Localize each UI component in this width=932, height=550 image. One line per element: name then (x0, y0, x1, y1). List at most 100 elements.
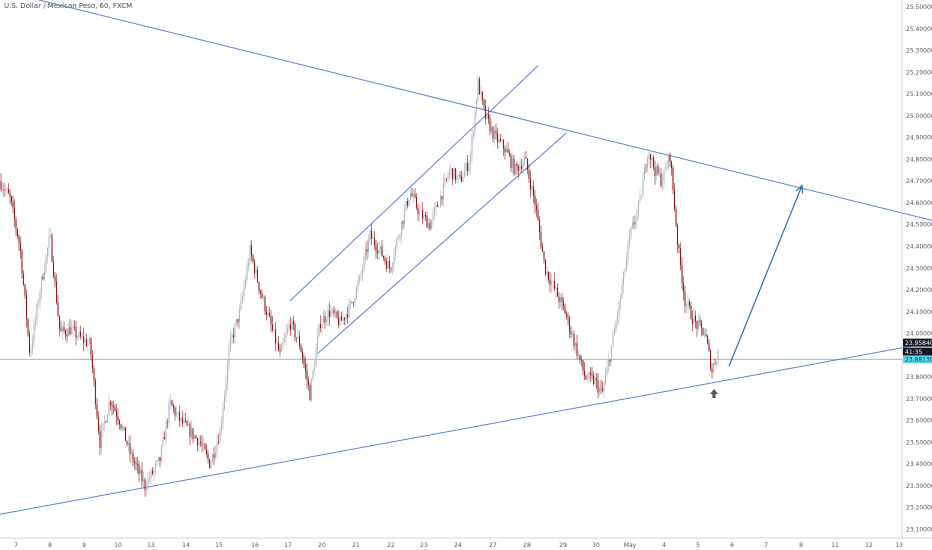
candle-body (451, 168, 454, 180)
candle (679, 242, 682, 271)
candle-body (540, 231, 542, 247)
candle (132, 449, 134, 467)
candle-body (258, 282, 260, 291)
candle (693, 307, 695, 327)
drawing-layer (0, 0, 932, 515)
candle-body (244, 279, 247, 287)
candle-body (412, 194, 415, 197)
candle-body (592, 375, 595, 385)
candle (658, 166, 661, 178)
candle-body (13, 207, 16, 220)
candle (283, 332, 286, 343)
candle (48, 228, 50, 256)
candle (589, 367, 592, 383)
candle (513, 154, 515, 177)
channel-upper-line[interactable] (289, 65, 539, 302)
candle (498, 134, 500, 149)
time-axis[interactable]: 7 8 9 10 13 14 15 16 17 20 21 22 23 24 27 28 29 30 May 4 5 6 7… (0, 537, 932, 549)
candle (690, 301, 692, 320)
candle-body (22, 274, 25, 285)
last-price-label: 23.95840 (905, 340, 932, 347)
x-tick-label: 29 (559, 542, 567, 549)
candle (52, 256, 55, 279)
candle (22, 270, 25, 287)
candle-body (54, 276, 56, 282)
candle (702, 327, 704, 336)
candle (171, 399, 173, 406)
candle (40, 275, 43, 300)
candle-body (34, 319, 37, 325)
candle (214, 445, 217, 461)
candle (187, 415, 190, 426)
candle (672, 165, 674, 194)
candle-body (97, 416, 100, 432)
candle (354, 296, 356, 307)
candle-body (417, 207, 419, 215)
candle-body (265, 311, 268, 316)
candle-body (436, 204, 439, 207)
candle (370, 223, 373, 246)
candle-body (234, 323, 236, 338)
candle-body (117, 416, 119, 421)
candle-body (483, 99, 485, 107)
candle-body (538, 219, 541, 232)
candle-body (118, 420, 121, 425)
candle-body (318, 323, 320, 337)
candle-body (607, 360, 610, 367)
candle (81, 332, 83, 339)
candle (411, 187, 413, 198)
channel-lower-line[interactable] (317, 132, 567, 354)
candle-body (358, 275, 361, 282)
candle-body (111, 404, 113, 407)
candle-body (636, 211, 638, 221)
countdown-badge (903, 347, 932, 356)
candle-body (391, 264, 394, 270)
candle (499, 133, 502, 143)
candle-body (556, 287, 559, 297)
candle (204, 442, 206, 450)
candle (400, 221, 403, 244)
candle (558, 292, 560, 309)
marker-arrow-icon[interactable] (710, 389, 718, 398)
candle-body (354, 298, 356, 303)
candle (334, 307, 337, 319)
lower-trendline[interactable] (0, 341, 932, 515)
candle-body (669, 154, 671, 162)
candle-body (643, 167, 646, 181)
candle (1, 182, 4, 195)
candle (705, 328, 707, 337)
candle-body (496, 133, 499, 143)
candle-body (360, 274, 362, 276)
candle (661, 174, 664, 191)
candle (15, 216, 17, 237)
forecast-arrow-line[interactable] (728, 185, 803, 367)
price-axis[interactable]: 23.10000 23.20000 23.30000 23.40000 23.50000… (901, 0, 932, 538)
candle (664, 161, 667, 170)
candle-body (67, 327, 70, 337)
candle-body (454, 168, 457, 180)
candle (118, 419, 121, 430)
candle-body (12, 201, 14, 208)
candle-body (654, 167, 656, 177)
candle-body (43, 271, 46, 280)
candle-body (156, 460, 158, 464)
candle (420, 205, 422, 211)
candle-body (567, 316, 569, 318)
candle-body (453, 168, 455, 180)
candle (225, 374, 227, 403)
upper-trendline[interactable] (24, 0, 932, 221)
candle (495, 123, 497, 140)
candle-body (316, 336, 319, 350)
y-tick-label: 25.10000 (906, 91, 932, 98)
x-tick-label: 7 (764, 542, 768, 549)
candle (484, 99, 487, 125)
candle (258, 281, 260, 295)
candle (408, 199, 410, 208)
candle-body (268, 312, 271, 317)
candle-body (561, 297, 563, 302)
candle-body (237, 318, 239, 323)
candle-body (175, 412, 178, 416)
candle-body (348, 303, 350, 318)
forecast-arrow-head[interactable] (795, 184, 804, 194)
